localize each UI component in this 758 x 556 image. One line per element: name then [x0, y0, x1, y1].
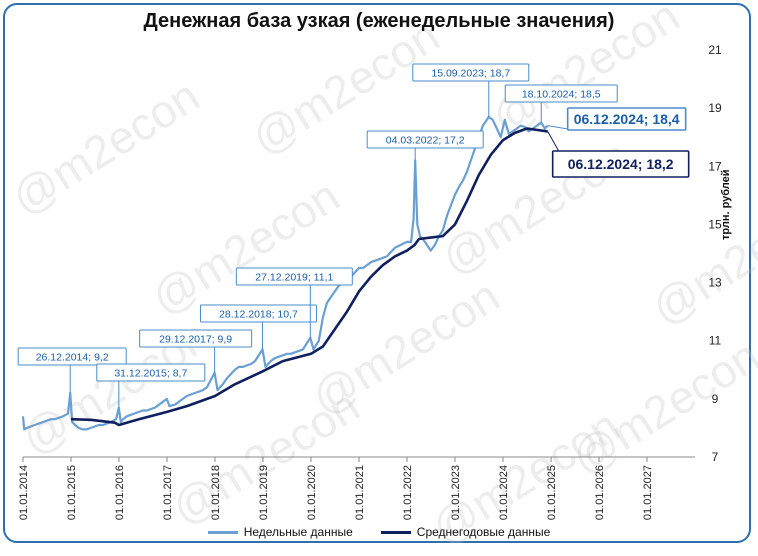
annotation-box [566, 107, 687, 131]
x-tick-label: 01.01.2017 [162, 465, 174, 520]
annotation-label: 15.09.2023; 18,7 [431, 67, 510, 79]
legend-label-weekly: Недельные данные [243, 525, 353, 539]
chart-frame [3, 3, 751, 543]
y-tick-label: 21 [708, 43, 722, 57]
annotation-box [366, 130, 484, 149]
x-tick-label: 01.01.2022 [402, 465, 414, 520]
legend-swatch-average [380, 530, 411, 534]
legend-label-average: Среднегодовые данные [416, 525, 551, 539]
legend: Недельные данные Среднегодовые данные [0, 525, 758, 539]
x-tick-label: 01.01.2026 [594, 465, 606, 520]
weekly-series-line [21, 115, 549, 431]
x-tick-label: 01.01.2014 [18, 465, 30, 520]
annotation-leader [547, 131, 560, 152]
y-axis-label: трлн. рублей [720, 169, 732, 240]
y-tick-label: 19 [708, 101, 722, 115]
x-tick-label: 01.01.2018 [210, 465, 222, 520]
legend-swatch-weekly [207, 530, 238, 534]
average-series-line [70, 127, 548, 427]
x-tick-label: 01.01.2025 [546, 465, 558, 520]
y-tick-label: 17 [708, 159, 722, 173]
annotation-box [139, 329, 253, 348]
annotation-label: 28.12.2018; 10,7 [219, 308, 298, 320]
x-tick-label: 01.01.2019 [258, 465, 270, 520]
annotation-box [551, 150, 690, 178]
annotation-label: 26.12.2014; 9,2 [36, 351, 109, 363]
y-tick-label: 13 [708, 276, 722, 290]
y-tick-label: 15 [708, 217, 722, 231]
y-tick-label: 9 [712, 392, 719, 406]
legend-item-weekly: Недельные данные [207, 525, 353, 539]
annotation-box [504, 84, 618, 103]
annotation-label: 31.12.2015; 8,7 [114, 367, 187, 379]
annotation-box [412, 63, 530, 82]
x-tick-label: 01.01.2023 [450, 465, 462, 520]
annotation-box [96, 363, 206, 382]
x-tick-label: 01.01.2020 [306, 465, 318, 520]
x-tick-label: 01.01.2027 [642, 465, 654, 520]
x-tick-label: 01.01.2024 [498, 465, 510, 520]
annotation-label: 04.03.2022; 17,2 [386, 134, 465, 146]
annotation-box [199, 304, 317, 323]
chart-title: Денежная база узкая (еженедельные значен… [143, 10, 615, 32]
legend-item-average: Среднегодовые данные [380, 525, 551, 539]
annotation-label: 06.12.2024; 18,4 [574, 111, 680, 127]
annotation-label: 18.10.2024; 18,5 [522, 88, 601, 100]
x-tick-label: 01.01.2021 [354, 465, 366, 520]
annotation-label: 27.12.2019; 11,1 [255, 271, 333, 283]
annotation-label: 29.12.2017; 9,9 [159, 333, 232, 345]
y-tick-label: 11 [709, 334, 722, 348]
annotation-box [235, 267, 353, 286]
x-tick-label: 01.01.2016 [114, 465, 126, 520]
annotation-label: 06.12.2024; 18,2 [568, 156, 674, 172]
x-tick-label: 01.01.2015 [66, 465, 78, 520]
y-tick-label: 7 [712, 450, 719, 464]
annotation-box [17, 347, 127, 366]
